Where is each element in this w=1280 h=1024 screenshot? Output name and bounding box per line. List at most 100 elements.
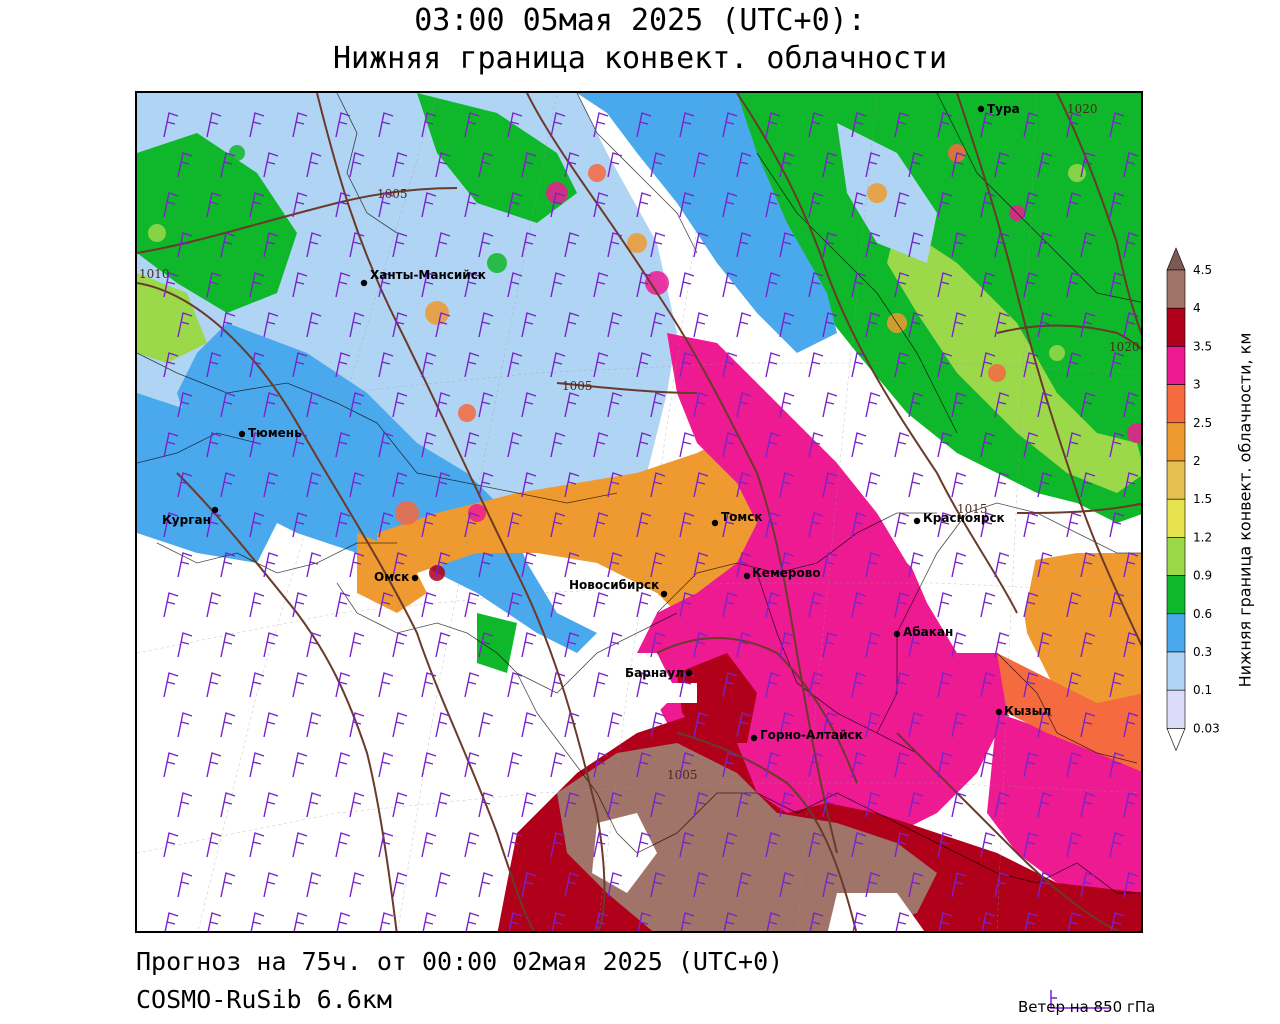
city-novosibirsk[interactable]: Новосибирск [569,578,668,598]
wind-barb [335,432,351,458]
wind-barb [1066,192,1082,218]
wind-barb [680,912,695,931]
isobar-line [526,93,838,854]
wind-barb [650,712,666,738]
city-dot [750,734,758,742]
city-tomsk[interactable]: Томск [711,510,763,527]
field-green-mid-north [417,93,577,223]
wind-barb [679,352,695,378]
wind-barb [607,152,623,178]
wind-barb [464,592,480,618]
wind-barb [306,312,322,338]
wind-barb [206,832,222,858]
wind-barb [206,112,222,138]
wind-barb [163,512,179,538]
cell [1068,164,1086,182]
map-canvas: 1005 1010 1005 1015 1020 1020 1005 Тура … [137,93,1141,931]
forecast-map[interactable]: 1005 1010 1005 1015 1020 1020 1005 Тура … [135,91,1143,933]
city-khanty-mansiysk[interactable]: Ханты-Мансийск [360,268,486,287]
city-tura[interactable]: Тура [977,102,1020,116]
wind-barb [349,792,365,818]
wind-barb [249,272,265,298]
city-barnaul[interactable]: Барнаул [625,666,693,680]
wind-barb [392,872,408,898]
colorbar-tick-label: 0.3 [1193,645,1212,659]
field-blue-west [137,393,277,563]
wind-barb [723,912,738,931]
colorbar-tick-label: 0.03 [1193,721,1220,735]
wind-barb [206,272,222,298]
wind-barb [421,352,437,378]
cell [588,164,606,182]
city-tyumen[interactable]: Тюмень [238,426,302,440]
border [156,542,397,574]
wind-barb [163,112,179,138]
cell [867,183,887,203]
cell [395,501,419,525]
wind-barb [292,752,308,778]
wind-barb [593,272,609,298]
wind-barb [1109,672,1125,698]
wind-barb [521,552,537,578]
wind-barb [478,792,494,818]
wind-barb [1080,792,1096,818]
wind-barb [435,392,451,418]
wind-barb [507,432,523,458]
wind-barb [736,472,752,498]
wind-barb [220,552,236,578]
wind-barb [435,792,451,818]
city-kemerovo[interactable]: Кемерово [743,566,821,580]
wind-barb [636,672,652,698]
wind-barb [521,632,537,658]
wind-barb [679,432,695,458]
wind-barb [607,472,623,498]
wind-barb [736,312,752,338]
model-info: COSMO-RuSib 6.6км [136,985,392,1014]
city-omsk[interactable]: Омск [374,570,419,584]
colorbar-tick-label: 1.2 [1193,530,1212,544]
wind-barb [349,472,365,498]
wind-barb [263,312,279,338]
wind-barb [808,752,824,778]
wind-barb [550,112,566,138]
wind-barb [908,872,924,898]
wind-barb [1109,512,1125,538]
city-gorno-altaysk[interactable]: Горно-Алтайск [750,728,863,742]
city-kurgan[interactable]: Курган [162,506,219,527]
border [656,512,937,614]
wind-barb [607,792,623,818]
border [336,93,398,234]
field-salmon-east [997,653,1141,772]
wind-barb [421,112,437,138]
wind-barb [1123,872,1139,898]
border [936,93,1141,303]
wind-barb [1066,432,1082,458]
colorbar-tick-label: 0.6 [1193,607,1212,621]
wind-barb [808,432,824,458]
wind-barb [177,312,193,338]
city-krasnoyarsk[interactable]: Красноярск [913,511,1005,525]
wind-barb [607,392,623,418]
field-white-patch-south [592,813,657,893]
wind-barb [593,512,609,538]
wind-barb [851,512,867,538]
wind-barb [951,232,967,258]
city-abakan[interactable]: Абакан [893,625,953,639]
wind-barb [550,352,566,378]
wind-barb [249,112,265,138]
wind-barb [851,112,867,138]
wind-barb [951,552,967,578]
wind-barb [163,832,179,858]
graticule-line [597,93,718,931]
wind-barb [435,472,451,498]
wind-barb [521,392,537,418]
wind-barb [292,672,308,698]
city-kyzyl[interactable]: Кызыл [995,704,1051,718]
wind-barb [679,112,695,138]
wind-barb [908,472,924,498]
wind-barb [1080,552,1096,578]
wind-barb [865,312,881,338]
wind-barb [163,672,179,698]
isobar-line [656,637,858,784]
wind-barb [421,512,437,538]
